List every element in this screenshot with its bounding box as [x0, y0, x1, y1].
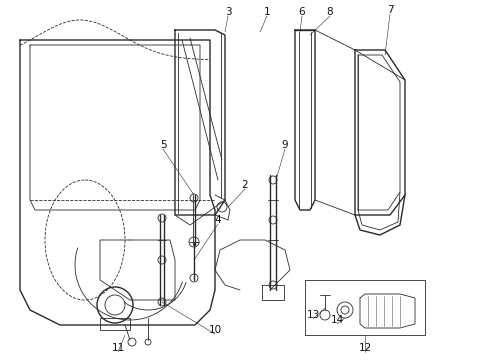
Text: 3: 3 [225, 7, 231, 17]
Text: 6: 6 [299, 7, 305, 17]
Bar [100, 318, 130, 330]
Text: 9: 9 [282, 140, 288, 150]
Text: 10: 10 [208, 325, 221, 335]
Text: 11: 11 [111, 343, 124, 353]
Text: 5: 5 [160, 140, 166, 150]
Text: 12: 12 [358, 343, 371, 353]
Text: 2: 2 [242, 180, 248, 190]
Text: 7: 7 [387, 5, 393, 15]
Text: 1: 1 [264, 7, 270, 17]
Text: 8: 8 [327, 7, 333, 17]
Bar [305, 280, 425, 335]
Text: 13: 13 [306, 310, 319, 320]
Text: 14: 14 [330, 315, 343, 325]
Text: 4: 4 [215, 215, 221, 225]
